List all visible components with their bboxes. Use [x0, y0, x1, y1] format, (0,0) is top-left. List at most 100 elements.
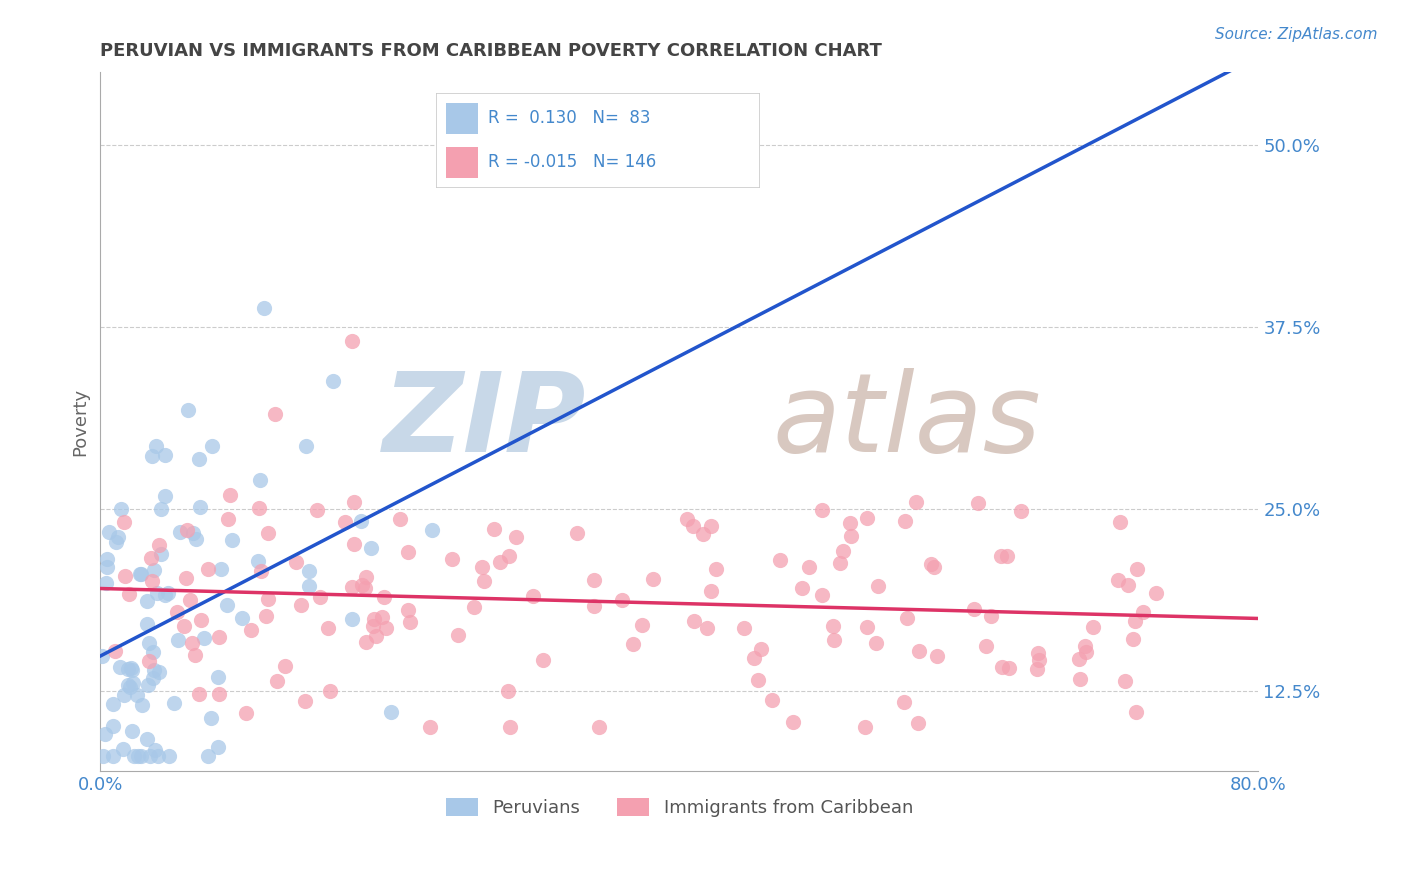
Point: [823, 618, 845, 632]
Point: [1073, 639, 1095, 653]
Point: [920, 558, 942, 572]
Point: [371, 610, 394, 624]
Point: [208, 687, 231, 701]
Point: [156, 586, 179, 600]
Point: [696, 621, 718, 635]
Point: [810, 502, 832, 516]
Point: [700, 583, 723, 598]
Point: [305, 502, 328, 516]
Point: [167, 632, 190, 647]
Point: [905, 495, 928, 509]
Point: [474, 574, 496, 588]
Point: [396, 603, 419, 617]
Point: [112, 516, 135, 530]
Point: [342, 580, 364, 594]
Text: Source: ZipAtlas.com: Source: ZipAtlas.com: [1215, 27, 1378, 42]
Point: [131, 698, 153, 713]
Point: [221, 533, 243, 547]
Point: [188, 500, 211, 514]
Point: [1067, 651, 1090, 665]
Point: [257, 592, 280, 607]
Point: [676, 512, 699, 526]
Point: [350, 578, 373, 592]
Point: [207, 670, 229, 684]
Point: [141, 449, 163, 463]
Point: [146, 749, 169, 764]
Point: [1116, 578, 1139, 592]
Point: [1074, 645, 1097, 659]
Point: [769, 552, 792, 566]
Point: [360, 541, 382, 556]
Point: [588, 720, 610, 734]
Point: [124, 749, 146, 764]
Point: [309, 590, 332, 604]
Point: [110, 660, 132, 674]
Point: [683, 614, 706, 628]
Point: [121, 724, 143, 739]
Point: [354, 570, 377, 584]
Point: [733, 621, 755, 635]
Point: [153, 489, 176, 503]
Point: [925, 649, 948, 664]
Point: [148, 665, 170, 680]
Point: [1132, 605, 1154, 619]
Point: [153, 448, 176, 462]
Point: [991, 660, 1014, 674]
Point: [209, 562, 232, 576]
Point: [208, 630, 231, 644]
Point: [122, 676, 145, 690]
Point: [264, 407, 287, 421]
Point: [138, 636, 160, 650]
Point: [117, 662, 139, 676]
Point: [907, 644, 929, 658]
Point: [118, 680, 141, 694]
Point: [266, 673, 288, 688]
Point: [582, 599, 605, 614]
Point: [129, 566, 152, 581]
Point: [112, 688, 135, 702]
Point: [112, 741, 135, 756]
Point: [350, 514, 373, 528]
Point: [186, 533, 208, 547]
Point: [217, 598, 239, 612]
Point: [866, 579, 889, 593]
Point: [96, 552, 118, 566]
Point: [1122, 632, 1144, 646]
Point: [143, 663, 166, 677]
Point: [742, 651, 765, 665]
Point: [94, 727, 117, 741]
Point: [388, 511, 411, 525]
Point: [340, 334, 363, 348]
Point: [441, 552, 464, 566]
Point: [1028, 653, 1050, 667]
Point: [121, 663, 143, 677]
Point: [163, 696, 186, 710]
Point: [463, 599, 485, 614]
Point: [531, 653, 554, 667]
Point: [373, 590, 395, 604]
Point: [117, 678, 139, 692]
Point: [399, 615, 422, 629]
Point: [91, 749, 114, 764]
Point: [125, 688, 148, 702]
Point: [145, 585, 167, 599]
Point: [343, 537, 366, 551]
Point: [118, 587, 141, 601]
Point: [142, 563, 165, 577]
Point: [285, 555, 308, 569]
Point: [190, 613, 212, 627]
Point: [692, 527, 714, 541]
Point: [249, 564, 271, 578]
Point: [139, 749, 162, 764]
Point: [907, 716, 929, 731]
Point: [565, 526, 588, 541]
Point: [101, 719, 124, 733]
Point: [363, 611, 385, 625]
Point: [247, 501, 270, 516]
Point: [253, 301, 276, 315]
Point: [157, 749, 180, 764]
Point: [856, 620, 879, 634]
Point: [1126, 562, 1149, 576]
Point: [1108, 515, 1130, 529]
Point: [184, 648, 207, 663]
